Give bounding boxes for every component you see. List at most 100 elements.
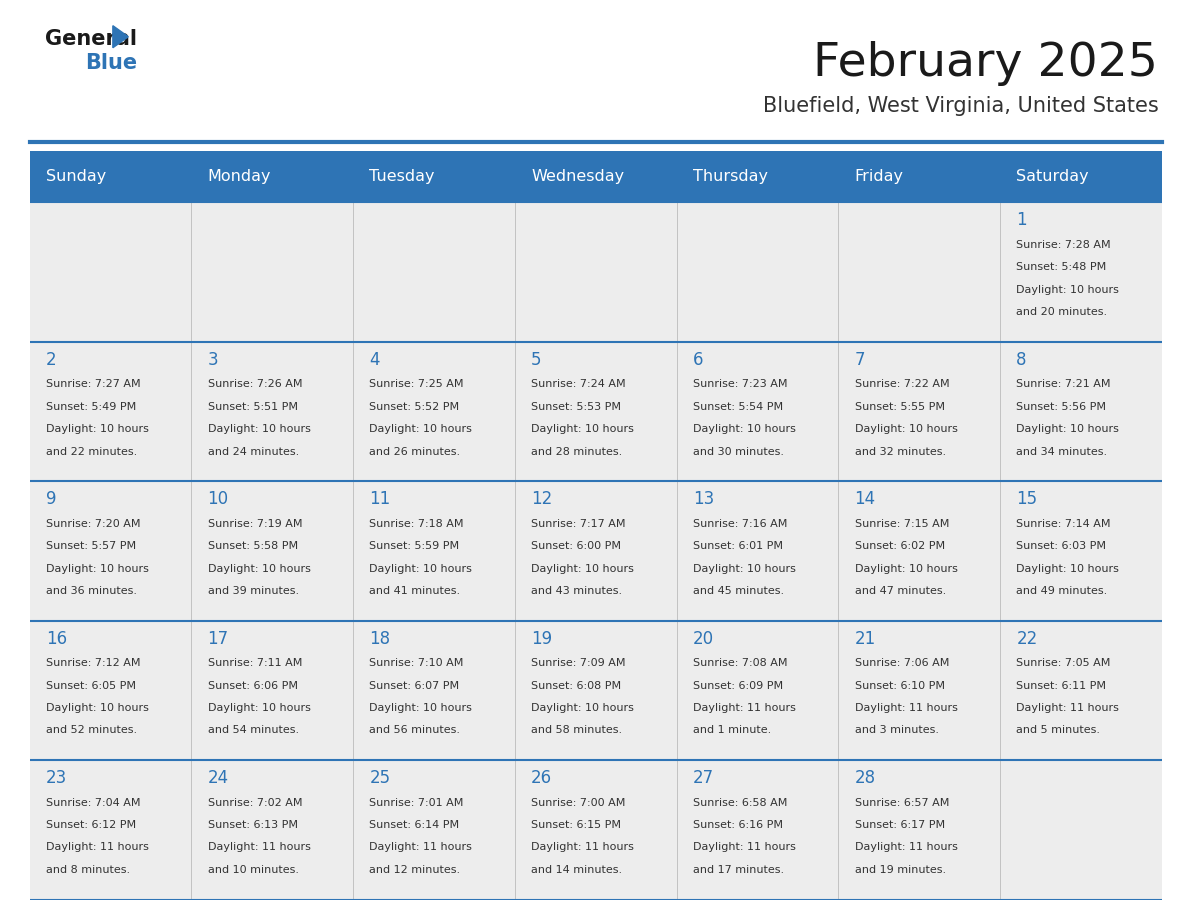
Text: Sunset: 6:14 PM: Sunset: 6:14 PM [369,820,460,830]
Text: Daylight: 10 hours: Daylight: 10 hours [46,424,148,434]
Text: Sunset: 5:48 PM: Sunset: 5:48 PM [1016,263,1106,273]
Text: 9: 9 [46,490,56,509]
Text: Sunrise: 7:17 AM: Sunrise: 7:17 AM [531,519,626,529]
Text: Sunrise: 7:21 AM: Sunrise: 7:21 AM [1016,379,1111,389]
Text: and 20 minutes.: and 20 minutes. [1016,308,1107,317]
Text: Tuesday: Tuesday [369,170,435,185]
Text: Daylight: 11 hours: Daylight: 11 hours [693,703,796,713]
Text: 1: 1 [1016,211,1026,230]
Text: Daylight: 11 hours: Daylight: 11 hours [1016,703,1119,713]
Text: and 58 minutes.: and 58 minutes. [531,725,623,735]
Text: 6: 6 [693,351,703,369]
Text: Daylight: 10 hours: Daylight: 10 hours [531,564,634,574]
Text: 8: 8 [1016,351,1026,369]
Text: 27: 27 [693,769,714,787]
Text: Sunrise: 6:57 AM: Sunrise: 6:57 AM [854,798,949,808]
Text: and 36 minutes.: and 36 minutes. [46,586,137,596]
Text: 10: 10 [208,490,229,509]
Text: and 14 minutes.: and 14 minutes. [531,865,623,875]
Text: Sunrise: 7:05 AM: Sunrise: 7:05 AM [1016,658,1111,668]
Text: Daylight: 10 hours: Daylight: 10 hours [854,424,958,434]
Text: Sunrise: 7:24 AM: Sunrise: 7:24 AM [531,379,626,389]
Text: Sunrise: 7:22 AM: Sunrise: 7:22 AM [854,379,949,389]
Text: Sunset: 6:01 PM: Sunset: 6:01 PM [693,541,783,551]
Text: and 52 minutes.: and 52 minutes. [46,725,137,735]
Text: Sunrise: 7:19 AM: Sunrise: 7:19 AM [208,519,302,529]
Text: and 22 minutes.: and 22 minutes. [46,446,137,456]
Text: Sunrise: 7:25 AM: Sunrise: 7:25 AM [369,379,463,389]
Text: 7: 7 [854,351,865,369]
Text: and 56 minutes.: and 56 minutes. [369,725,460,735]
Text: Sunrise: 7:28 AM: Sunrise: 7:28 AM [1016,240,1111,250]
Text: Sunset: 6:15 PM: Sunset: 6:15 PM [531,820,621,830]
Text: 24: 24 [208,769,229,787]
Text: and 8 minutes.: and 8 minutes. [46,865,129,875]
Text: 4: 4 [369,351,380,369]
Text: Sunset: 6:06 PM: Sunset: 6:06 PM [208,680,298,690]
Text: and 26 minutes.: and 26 minutes. [369,446,461,456]
Text: Bluefield, West Virginia, United States: Bluefield, West Virginia, United States [763,96,1158,117]
Text: 2: 2 [46,351,57,369]
Text: Sunrise: 7:27 AM: Sunrise: 7:27 AM [46,379,140,389]
Text: Sunset: 6:02 PM: Sunset: 6:02 PM [854,541,944,551]
Text: Thursday: Thursday [693,170,767,185]
Text: 3: 3 [208,351,219,369]
Text: Daylight: 10 hours: Daylight: 10 hours [46,564,148,574]
Text: 5: 5 [531,351,542,369]
Text: Daylight: 10 hours: Daylight: 10 hours [369,703,472,713]
Text: Sunrise: 6:58 AM: Sunrise: 6:58 AM [693,798,788,808]
Text: and 54 minutes.: and 54 minutes. [208,725,298,735]
Text: and 45 minutes.: and 45 minutes. [693,586,784,596]
Text: and 34 minutes.: and 34 minutes. [1016,446,1107,456]
Text: and 49 minutes.: and 49 minutes. [1016,586,1107,596]
Text: and 3 minutes.: and 3 minutes. [854,725,939,735]
Text: and 43 minutes.: and 43 minutes. [531,586,623,596]
Text: and 41 minutes.: and 41 minutes. [369,586,461,596]
Text: and 12 minutes.: and 12 minutes. [369,865,461,875]
Bar [30,621,1162,760]
Text: Sunset: 5:51 PM: Sunset: 5:51 PM [208,402,298,411]
Text: Sunrise: 7:06 AM: Sunrise: 7:06 AM [854,658,949,668]
Text: Sunset: 6:17 PM: Sunset: 6:17 PM [854,820,944,830]
Text: Sunrise: 7:16 AM: Sunrise: 7:16 AM [693,519,788,529]
Text: Daylight: 10 hours: Daylight: 10 hours [46,703,148,713]
Text: Sunset: 6:05 PM: Sunset: 6:05 PM [46,680,135,690]
Text: Sunset: 6:11 PM: Sunset: 6:11 PM [1016,680,1106,690]
Text: Daylight: 10 hours: Daylight: 10 hours [369,424,472,434]
Text: 18: 18 [369,630,391,648]
Bar [30,202,1162,341]
Text: Friday: Friday [854,170,904,185]
Text: Daylight: 11 hours: Daylight: 11 hours [854,843,958,853]
Text: 22: 22 [1016,630,1037,648]
Text: Daylight: 10 hours: Daylight: 10 hours [531,424,634,434]
Text: Sunset: 6:16 PM: Sunset: 6:16 PM [693,820,783,830]
Bar [30,151,1162,202]
Text: Daylight: 10 hours: Daylight: 10 hours [693,424,796,434]
Text: Daylight: 10 hours: Daylight: 10 hours [854,564,958,574]
Text: 12: 12 [531,490,552,509]
Text: Daylight: 11 hours: Daylight: 11 hours [693,843,796,853]
Text: 14: 14 [854,490,876,509]
Text: Sunrise: 7:20 AM: Sunrise: 7:20 AM [46,519,140,529]
Text: and 30 minutes.: and 30 minutes. [693,446,784,456]
Text: and 1 minute.: and 1 minute. [693,725,771,735]
Text: Sunrise: 7:01 AM: Sunrise: 7:01 AM [369,798,463,808]
Text: Daylight: 11 hours: Daylight: 11 hours [531,843,634,853]
Text: Daylight: 10 hours: Daylight: 10 hours [1016,424,1119,434]
Text: Sunrise: 7:18 AM: Sunrise: 7:18 AM [369,519,463,529]
Text: Sunrise: 7:15 AM: Sunrise: 7:15 AM [854,519,949,529]
Text: Sunrise: 7:14 AM: Sunrise: 7:14 AM [1016,519,1111,529]
Text: February 2025: February 2025 [814,41,1158,86]
Text: 11: 11 [369,490,391,509]
Text: Daylight: 11 hours: Daylight: 11 hours [854,703,958,713]
Text: and 39 minutes.: and 39 minutes. [208,586,298,596]
Text: 25: 25 [369,769,391,787]
Text: General: General [45,29,137,50]
Text: Sunset: 5:59 PM: Sunset: 5:59 PM [369,541,460,551]
Text: 28: 28 [854,769,876,787]
Text: Daylight: 10 hours: Daylight: 10 hours [208,703,310,713]
Text: Daylight: 10 hours: Daylight: 10 hours [693,564,796,574]
Text: Sunrise: 7:10 AM: Sunrise: 7:10 AM [369,658,463,668]
Text: and 32 minutes.: and 32 minutes. [854,446,946,456]
Text: Daylight: 11 hours: Daylight: 11 hours [46,843,148,853]
